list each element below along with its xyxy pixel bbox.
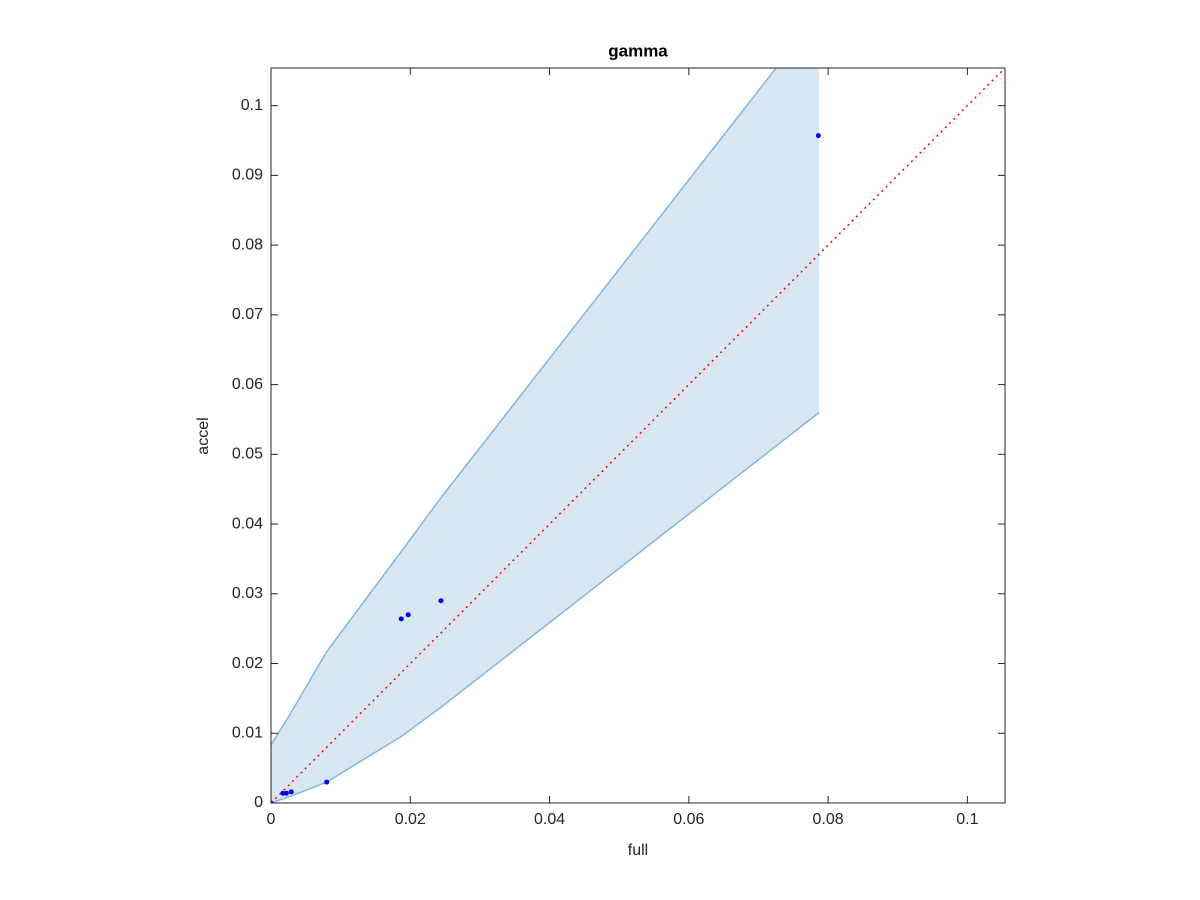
x-tick-label: 0.02: [395, 811, 426, 828]
scatter-point: [405, 612, 411, 618]
y-tick-label: 0.03: [232, 585, 263, 602]
y-tick-label: 0: [254, 794, 263, 811]
x-tick-label: 0.06: [673, 811, 704, 828]
chart-title: gamma: [608, 41, 668, 60]
y-tick-label: 0.02: [232, 655, 263, 672]
y-axis-label: accel: [195, 417, 212, 454]
scatter-point: [815, 133, 821, 139]
identity-line: [271, 68, 1005, 803]
plot-area: [271, 68, 1005, 803]
x-tick-label: 0: [267, 811, 276, 828]
x-tick-label: 0.08: [813, 811, 844, 828]
y-tick-label: 0.09: [232, 167, 263, 184]
scatter-point: [398, 616, 404, 622]
x-tick-label: 0.1: [956, 811, 978, 828]
scatter-point: [324, 779, 330, 785]
y-tick-label: 0.1: [241, 97, 263, 114]
y-tick-label: 0.06: [232, 376, 263, 393]
x-tick-label: 0.04: [534, 811, 565, 828]
y-tick-label: 0.04: [232, 515, 263, 532]
y-tick-label: 0.07: [232, 306, 263, 323]
scatter-point: [288, 789, 294, 795]
scatter-point: [280, 790, 286, 796]
scatter-point: [438, 598, 444, 604]
y-tick-label: 0.05: [232, 446, 263, 463]
scatter-point: [283, 790, 289, 796]
scatter-point: [271, 800, 274, 803]
band-upper-edge: [271, 68, 778, 746]
y-tick-label: 0.01: [232, 724, 263, 741]
y-tick-label: 0.08: [232, 236, 263, 253]
x-axis-label: full: [628, 842, 648, 859]
band-lower-edge: [271, 411, 820, 803]
confidence-band: [271, 68, 820, 803]
axes-box: [270, 67, 1006, 804]
